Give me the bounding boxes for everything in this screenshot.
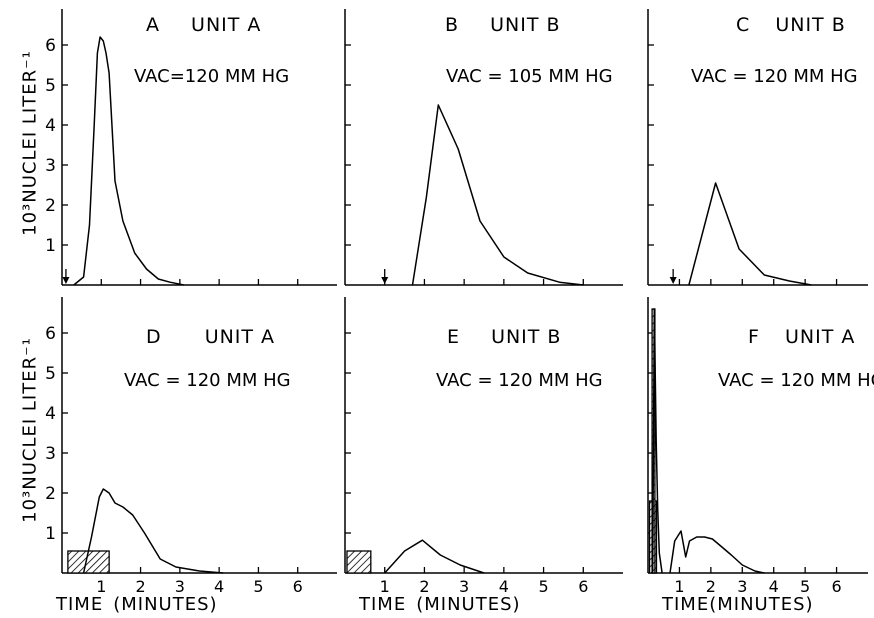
panel-d-series-line [82,488,224,574]
panel-a-start-arrowhead [62,277,70,284]
panel-c-series-line [688,182,812,286]
panel-f-series-line [669,530,765,574]
panel-e-annotation: VAC = 120 MM HG [436,370,603,391]
panel-c-unit: UNIT B [775,14,846,36]
panel-a-unit: UNIT A [191,14,262,36]
panel-d-x-tick-label: 3 [175,577,185,596]
panel-f-title: F UNIT A [748,326,855,348]
panel-d-x-tick-label: 6 [293,577,303,596]
panel-e-x-tick-label: 4 [499,577,509,596]
panel-e-title: E UNIT B [447,326,561,348]
panel-b-letter: B [445,14,460,36]
panel-d-y-tick-label: 1 [45,524,56,544]
panel-b-title: B UNIT B [445,14,561,36]
panel-f-unit: UNIT A [784,326,856,348]
panel-d-x-tick-label: 1 [96,577,106,596]
x-axis-label-unit: (MINUTES) [416,594,521,615]
panel-e-unit: UNIT B [491,326,562,348]
panel-d-title: D UNIT A [146,326,275,348]
panel-e-x-tick-label: 1 [380,577,390,596]
panel-f-x-tick-label: 1 [674,577,684,596]
panel-e-letter: E [447,326,461,348]
panel-a-annotation: VAC=120 MM HG [134,66,290,87]
x-axis-label-e: TIME (MINUTES) [359,594,521,615]
panel-e-series-line [384,539,485,574]
panel-e-x-tick-label: 6 [578,577,588,596]
panel-d-annotation: VAC = 120 MM HG [124,370,291,391]
x-axis-label-unit: (MINUTES) [113,594,218,615]
panel-a-y-tick-label: 6 [45,36,56,56]
panel-d-x-tick-label: 5 [253,577,263,596]
panel-d-y-tick-label: 4 [45,404,56,424]
panel-d-y-tick-label: 5 [45,364,56,384]
panel-c-start-arrowhead [669,277,677,284]
x-axis-label-main: TIME [56,594,104,615]
x-axis-label-main: TIME [359,594,407,615]
panel-e-x-tick-label: 5 [538,577,548,596]
panel-b-start-arrowhead [381,277,389,284]
panel-b-annotation: VAC = 105 MM HG [446,66,613,87]
panel-e-x-tick-label: 3 [459,577,469,596]
panel-e-x-tick-label: 2 [419,577,429,596]
panel-f-series-line [651,308,663,574]
panel-d-x-tick-label: 4 [214,577,224,596]
panel-f-x-tick-label: 4 [769,577,779,596]
panel-d-hatched-bar [67,550,110,574]
panel-a-y-tick-label: 5 [45,76,56,96]
panel-d-unit: UNIT A [204,326,276,348]
panel-a-series-line [73,36,184,286]
panel-b-unit: UNIT B [490,14,561,36]
panel-f-x-tick-label: 6 [831,577,841,596]
x-axis-label-f: TIME(MINUTES) [662,594,814,615]
panel-a-y-tick-label: 3 [45,156,56,176]
panel-f-x-tick-label: 5 [800,577,810,596]
x-axis-label-main: TIME [662,594,710,615]
panel-f-annotation: VAC = 120 MM HG [718,370,874,391]
panel-f-x-tick-label: 2 [706,577,716,596]
panel-a-title: A UNIT A [146,14,261,36]
panel-c-annotation: VAC = 120 MM HG [691,66,858,87]
panel-f-letter: F [748,326,760,348]
panel-c-letter: C [736,14,751,36]
panel-a-y-tick-label: 1 [45,236,56,256]
panel-d-x-tick-label: 2 [135,577,145,596]
panel-d-y-tick-label: 6 [45,324,56,344]
panel-c-title: C UNIT B [736,14,846,36]
panel-a-y-tick-label: 4 [45,116,56,136]
panel-d-y-tick-label: 3 [45,444,56,464]
panel-d-y-tick-label: 2 [45,484,56,504]
panel-f-x-tick-label: 3 [737,577,747,596]
panel-a-letter: A [146,14,160,36]
panel-d-letter: D [146,326,162,348]
panel-e-hatched-bar [346,550,372,574]
panel-b-series-line [411,104,584,286]
x-axis-label-unit: (MINUTES) [709,594,814,615]
panel-a-y-tick-label: 2 [45,196,56,216]
x-axis-label-d: TIME (MINUTES) [56,594,218,615]
